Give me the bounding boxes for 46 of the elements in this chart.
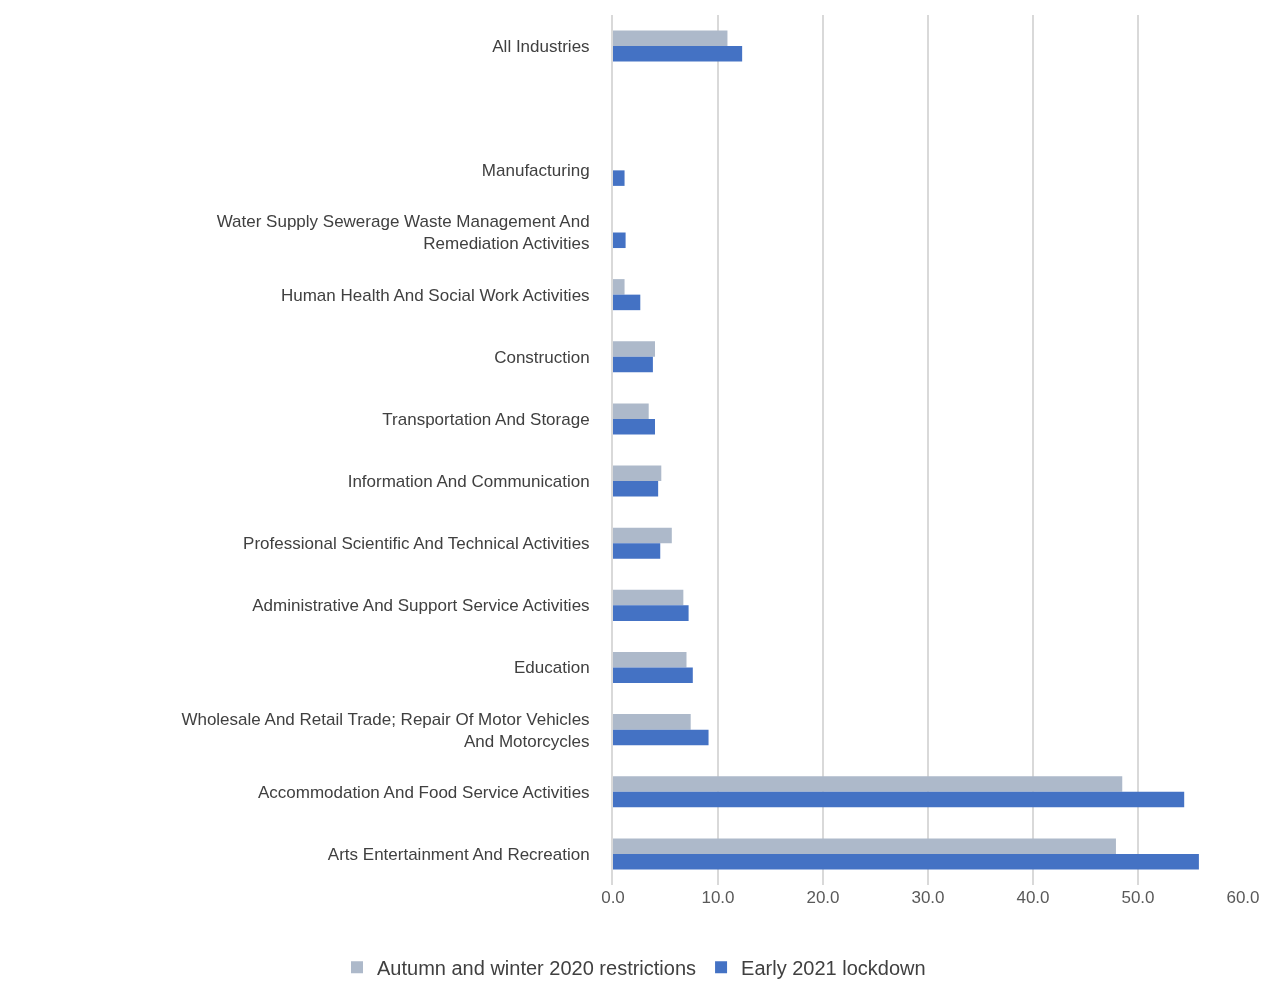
bar: [613, 589, 684, 606]
bar: [613, 294, 641, 311]
x-tick-label: 60.0: [1226, 888, 1260, 907]
bar: [613, 605, 689, 621]
bar: [613, 170, 625, 186]
bar: [613, 667, 693, 684]
bar: [613, 418, 655, 435]
bar: [613, 729, 709, 746]
bar: [613, 341, 655, 357]
bar: [613, 527, 672, 544]
y-tick-label: Water Supply Sewerage Waste Management And Remediation Activities: [216, 212, 590, 254]
x-tick-label: 20.0: [806, 888, 840, 907]
y-tick-label: All Industries: [492, 37, 590, 57]
y-tick-label: Accommodation And Food Service Activities: [257, 782, 590, 802]
y-tick-label: Wholesale And Retail Trade; Repair Of Motor Vehicles And Motorcycles: [181, 709, 590, 751]
x-tick-label: 40.0: [1016, 888, 1050, 907]
bar: [613, 791, 1185, 808]
x-tick-label: 0.0: [601, 888, 625, 907]
bar: [613, 838, 1116, 854]
legend-label: Autumn and winter 2020 restrictions: [377, 956, 697, 979]
bar: [613, 776, 1123, 792]
bar: [613, 279, 625, 295]
bar: [613, 46, 743, 62]
x-tick-label: 10.0: [701, 888, 735, 907]
legend-label: Early 2021 lockdown: [741, 956, 926, 979]
y-tick-label: Professional Scientific And Technical Activities: [243, 534, 590, 554]
x-tick-label: 50.0: [1121, 888, 1155, 907]
bar: [613, 714, 691, 730]
bar: [613, 853, 1199, 870]
bar: [613, 356, 653, 373]
y-tick-label: Education: [513, 658, 590, 678]
bar: [613, 543, 661, 559]
bar: [613, 481, 659, 497]
y-tick-label: Transportation And Storage: [382, 409, 590, 429]
bar: [613, 465, 662, 482]
bar: [613, 403, 649, 419]
y-tick-label: Administrative And Support Service Activities: [252, 596, 590, 616]
y-tick-label: Manufacturing: [481, 161, 590, 181]
y-tick-label: Information And Communication: [347, 472, 590, 492]
bar: [613, 651, 687, 668]
y-tick-label: Construction: [494, 347, 590, 367]
bar: [613, 30, 728, 47]
y-tick-label: Arts Entertainment And Recreation: [327, 844, 590, 864]
bar: [613, 232, 626, 249]
x-tick-label: 30.0: [911, 888, 945, 907]
y-tick-label: Human Health And Social Work Activities: [280, 285, 590, 305]
